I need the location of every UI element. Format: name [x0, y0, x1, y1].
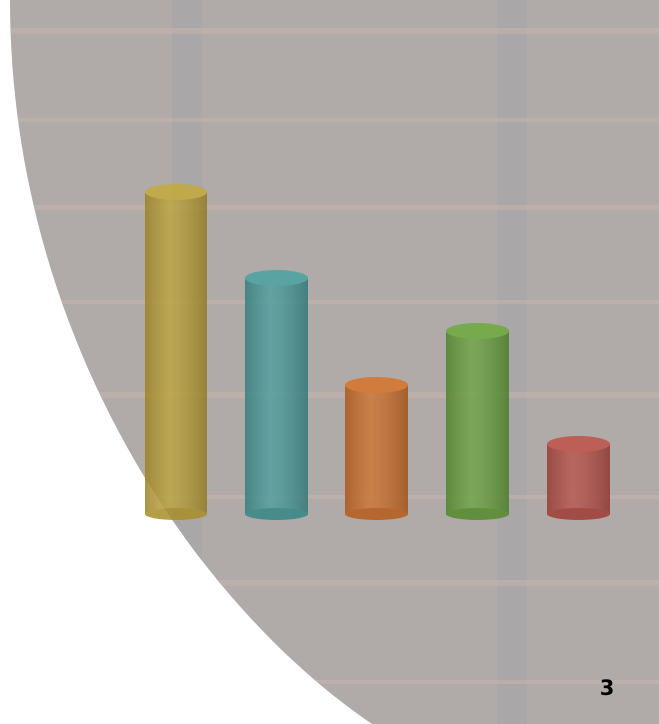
cylinder: [446, 323, 509, 520]
cylinder: [345, 377, 408, 520]
decorative-cylinders: [145, 184, 610, 520]
page-number: 3: [600, 676, 615, 700]
cylinder: [547, 436, 610, 520]
cylinder: [145, 184, 207, 520]
cylinder: [245, 270, 308, 520]
